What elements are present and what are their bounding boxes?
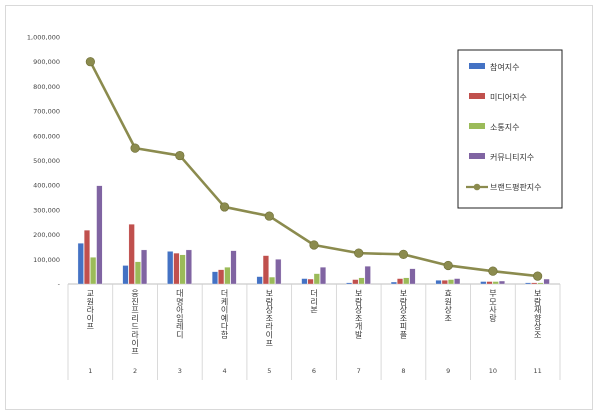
bar-참여지수 [211,271,218,285]
point-브랜드평판지수 [219,202,230,212]
y-tick-label: - [58,281,61,289]
legend-label: 참여지수 [490,62,519,72]
bar-소통지수 [179,254,186,285]
bar-미디어지수 [173,252,180,285]
legend-label: 커뮤니티지수 [490,152,534,162]
category-number: 6 [312,367,316,375]
bar-참여지수 [435,280,442,285]
y-tick-label: 100,000 [33,256,60,264]
bar-소통지수 [90,257,97,285]
category-number: 8 [401,367,405,375]
bar-참여지수 [167,251,174,285]
bar-미디어지수 [486,281,493,285]
category-number: 5 [267,367,271,375]
bar-소통지수 [224,267,231,285]
bar-커뮤니티지수 [185,249,192,285]
point-브랜드평판지수 [533,271,543,281]
bar-미디어지수 [352,279,359,285]
bar-커뮤니티지수 [230,250,237,285]
bar-커뮤니티지수 [454,278,461,285]
bar-미디어지수 [397,278,404,285]
bar-미디어지수 [84,230,90,285]
bar-미디어지수 [307,278,314,285]
bar-참여지수 [480,281,487,285]
bar-소통지수 [269,276,276,285]
bar-커뮤니티지수 [498,280,505,285]
category-number: 4 [222,367,226,375]
legend-swatch [469,123,485,129]
bar-커뮤니티지수 [275,259,282,285]
point-브랜드평판지수 [85,57,95,67]
bar-미디어지수 [262,255,269,285]
bar-커뮤니티지수 [364,266,371,285]
category-number: 3 [178,367,182,375]
bar-미디어지수 [128,224,135,285]
legend-swatch [469,153,485,159]
bar-커뮤니티지수 [96,185,103,285]
bar-소통지수 [134,261,141,285]
category-number: 9 [446,367,450,375]
y-tick-label: 800,000 [33,83,60,91]
y-tick-label: 300,000 [33,206,60,214]
bar-소통지수 [448,279,454,285]
y-tick-label: 700,000 [33,108,60,116]
bar-참여지수 [77,243,84,285]
y-tick-label: 400,000 [33,182,60,190]
category-number: 7 [357,367,361,375]
bar-커뮤니티지수 [409,268,416,285]
bar-소통지수 [403,277,410,285]
point-브랜드평판지수 [354,248,364,258]
legend-label: 브랜드평판지수 [490,182,542,192]
point-브랜드평판지수 [488,266,498,276]
category-number: 1 [88,367,92,375]
category-number: 2 [133,367,137,375]
legend-marker [473,183,481,191]
y-tick-label: 200,000 [33,231,60,239]
bar-참여지수 [122,265,129,285]
bar-소통지수 [537,282,544,285]
point-브랜드평판지수 [309,240,319,250]
point-브랜드평판지수 [264,211,274,221]
bar-커뮤니티지수 [543,278,550,285]
bar-커뮤니티지수 [320,267,326,285]
bar-소통지수 [313,273,320,285]
legend-swatch [469,63,485,69]
point-브랜드평판지수 [398,249,409,259]
y-tick-label: 900,000 [33,58,60,66]
bar-참여지수 [525,282,531,285]
point-브랜드평판지수 [443,260,453,271]
bar-미디어지수 [531,282,538,285]
bar-미디어지수 [218,269,225,285]
category-number: 11 [533,367,541,375]
y-tick-label: 600,000 [33,132,60,140]
legend-swatch [469,93,485,99]
point-브랜드평판지수 [130,143,140,153]
bar-커뮤니티지수 [141,249,148,285]
category-number: 10 [489,367,497,375]
legend-label: 미디어지수 [490,92,527,102]
bar-미디어지수 [441,280,448,285]
y-tick-label: 1,000,000 [27,34,60,42]
bar-참여지수 [256,276,263,285]
bar-참여지수 [390,281,397,285]
y-tick-label: 500,000 [33,157,60,165]
bar-소통지수 [358,277,365,285]
point-브랜드평판지수 [175,150,185,161]
bar-참여지수 [346,282,353,285]
bar-참여지수 [301,278,308,285]
legend-label: 소통지수 [490,123,519,132]
bar-소통지수 [492,281,499,285]
